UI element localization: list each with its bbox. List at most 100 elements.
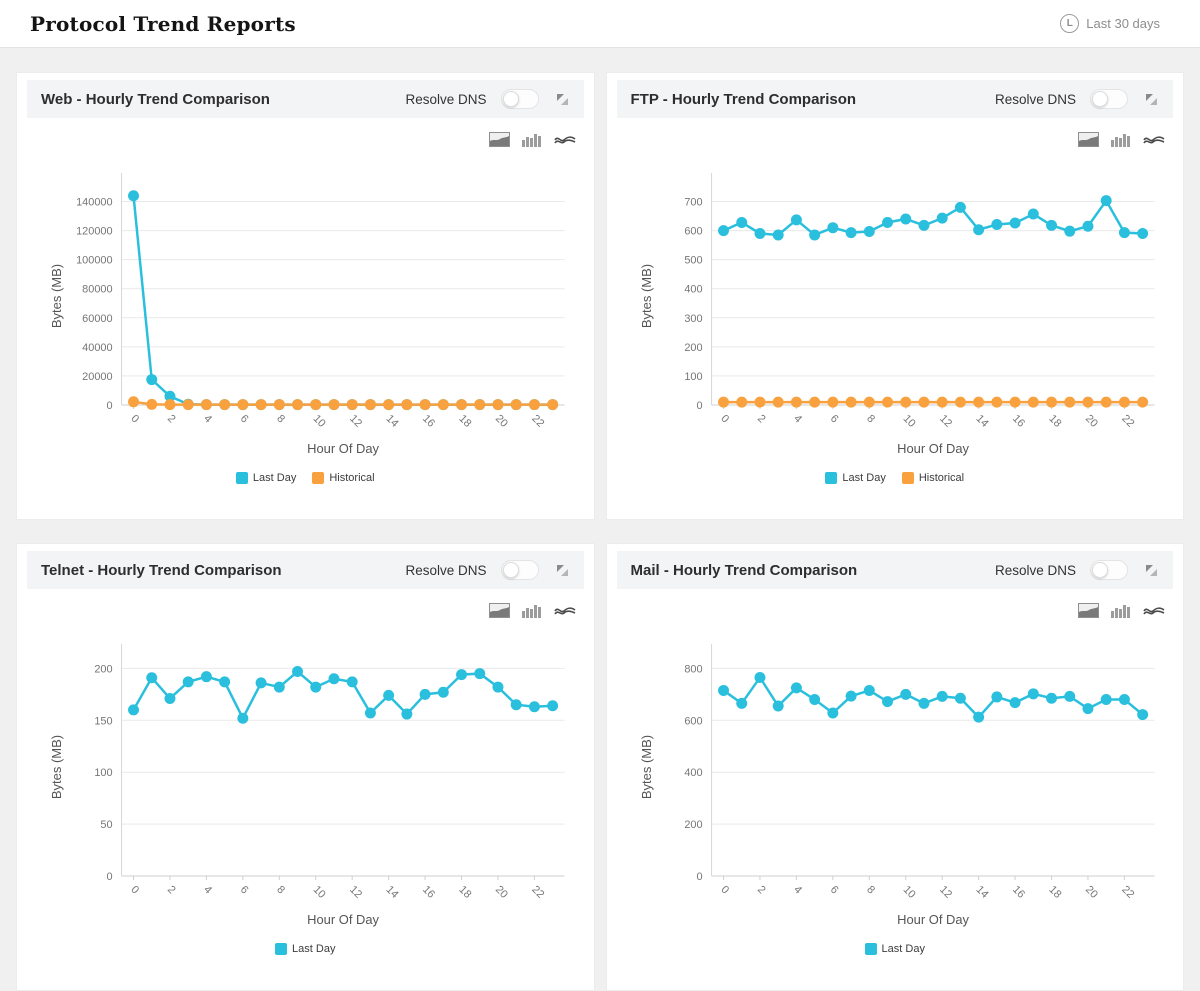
resolve-dns-label: Resolve DNS: [994, 562, 1076, 578]
legend-item[interactable]: Last Day: [864, 943, 925, 955]
svg-text:700: 700: [684, 197, 702, 209]
panel-header: FTP - Hourly Trend Comparison Resolve DN…: [616, 80, 1173, 118]
legend-swatch: [864, 943, 877, 955]
svg-text:12: 12: [937, 884, 954, 901]
svg-text:4: 4: [201, 413, 214, 426]
svg-text:Bytes (MB): Bytes (MB): [638, 264, 653, 328]
time-range-label: Last 30 days: [1086, 16, 1160, 31]
svg-text:20: 20: [493, 413, 510, 430]
panel-title: Mail - Hourly Trend Comparison: [630, 561, 858, 579]
svg-text:200: 200: [684, 342, 702, 354]
legend-item[interactable]: Last Day: [275, 943, 335, 955]
line-chart-icon[interactable]: [1143, 132, 1165, 146]
svg-text:0: 0: [128, 413, 141, 426]
area-chart-icon[interactable]: [488, 131, 510, 147]
svg-text:12: 12: [937, 413, 954, 430]
legend-label: Historical: [918, 472, 965, 484]
svg-text:2: 2: [754, 884, 767, 897]
legend-item[interactable]: Historical: [901, 472, 965, 484]
panel-web: Web - Hourly Trend Comparison Resolve DN…: [16, 72, 595, 520]
expand-icon[interactable]: [555, 92, 570, 107]
svg-text:2: 2: [165, 413, 178, 426]
line-chart: 0 200 400 600 800 0 2 4 6 8 10 12 14 16 18 20 22 Hour Of …: [638, 644, 1155, 927]
svg-text:16: 16: [1009, 884, 1026, 901]
chart-legend: Last Day Historical: [27, 472, 584, 484]
bar-chart-icon[interactable]: [1111, 132, 1131, 147]
svg-text:8: 8: [274, 884, 287, 897]
bar-chart-icon[interactable]: [1111, 603, 1131, 618]
svg-text:8: 8: [864, 413, 877, 426]
legend-swatch: [901, 472, 914, 484]
svg-text:16: 16: [1009, 413, 1026, 430]
resolve-dns-label: Resolve DNS: [405, 562, 487, 578]
area-chart-icon[interactable]: [488, 602, 510, 618]
line-chart-icon[interactable]: [553, 603, 576, 617]
svg-text:0: 0: [696, 400, 702, 412]
expand-icon[interactable]: [1144, 92, 1159, 107]
toggle-knob: [502, 562, 519, 578]
svg-text:Hour Of Day: Hour Of Day: [307, 912, 379, 927]
panel-controls: Resolve DNS: [405, 560, 569, 580]
svg-text:100: 100: [94, 767, 112, 779]
svg-text:50: 50: [100, 819, 112, 831]
panel-header: Mail - Hourly Trend Comparison Resolve D…: [616, 551, 1173, 589]
panel-title: Telnet - Hourly Trend Comparison: [41, 561, 282, 579]
bar-chart-icon[interactable]: [521, 132, 542, 147]
panel-header: Web - Hourly Trend Comparison Resolve DN…: [27, 80, 584, 118]
legend-item[interactable]: Historical: [312, 472, 375, 484]
line-chart-icon[interactable]: [553, 132, 576, 146]
svg-text:6: 6: [827, 413, 840, 426]
svg-text:200: 200: [94, 663, 112, 675]
svg-text:0: 0: [128, 884, 141, 897]
svg-text:80000: 80000: [82, 284, 112, 296]
svg-text:200: 200: [684, 819, 702, 831]
svg-text:10: 10: [900, 884, 917, 901]
svg-text:4: 4: [791, 884, 804, 897]
panel-title: FTP - Hourly Trend Comparison: [630, 90, 857, 108]
svg-text:120000: 120000: [76, 226, 113, 238]
resolve-dns-toggle[interactable]: [1090, 560, 1128, 580]
legend-item[interactable]: Last Day: [235, 472, 297, 484]
panel-controls: Resolve DNS: [995, 89, 1159, 109]
line-chart: 0 50 100 150 200 0 2 4 6 8 10 12 14 16 18 20 22 Hour Of D…: [49, 644, 565, 927]
page-title: Protocol Trend Reports: [30, 11, 296, 36]
svg-text:6: 6: [238, 884, 251, 897]
legend-label: Last Day: [842, 472, 886, 484]
svg-text:8: 8: [274, 413, 287, 426]
svg-text:2: 2: [754, 413, 767, 426]
svg-text:12: 12: [347, 413, 364, 430]
resolve-dns-toggle[interactable]: [500, 560, 539, 580]
expand-icon[interactable]: [555, 563, 570, 578]
area-chart-icon[interactable]: [1078, 131, 1099, 147]
toggle-knob: [502, 91, 519, 107]
legend-label: Last Day: [252, 472, 297, 484]
legend-item[interactable]: Last Day: [825, 472, 886, 484]
svg-text:18: 18: [1046, 884, 1063, 901]
legend-swatch: [235, 472, 248, 484]
svg-text:16: 16: [420, 413, 437, 430]
expand-icon[interactable]: [1144, 563, 1159, 578]
panel-ftp: FTP - Hourly Trend Comparison Resolve DN…: [605, 72, 1184, 520]
time-range-selector[interactable]: L Last 30 days: [1060, 14, 1160, 33]
svg-text:18: 18: [456, 884, 473, 901]
svg-text:0: 0: [696, 871, 702, 883]
resolve-dns-label: Resolve DNS: [405, 91, 487, 107]
legend-swatch: [825, 472, 838, 484]
svg-text:22: 22: [1119, 413, 1136, 430]
bar-chart-icon[interactable]: [521, 603, 542, 618]
area-chart-icon[interactable]: [1078, 602, 1099, 618]
svg-text:140000: 140000: [76, 197, 113, 209]
resolve-dns-toggle[interactable]: [500, 89, 539, 109]
resolve-dns-toggle[interactable]: [1090, 89, 1128, 109]
svg-text:18: 18: [1046, 413, 1063, 430]
svg-text:12: 12: [347, 884, 364, 901]
resolve-dns-label: Resolve DNS: [994, 91, 1076, 107]
svg-text:20: 20: [1082, 884, 1099, 901]
svg-text:40000: 40000: [82, 342, 112, 354]
svg-text:Bytes (MB): Bytes (MB): [49, 264, 64, 328]
svg-text:300: 300: [684, 313, 702, 325]
legend-swatch: [275, 943, 288, 955]
line-chart-icon[interactable]: [1143, 603, 1165, 617]
svg-text:14: 14: [973, 413, 990, 430]
svg-text:14: 14: [384, 413, 401, 430]
